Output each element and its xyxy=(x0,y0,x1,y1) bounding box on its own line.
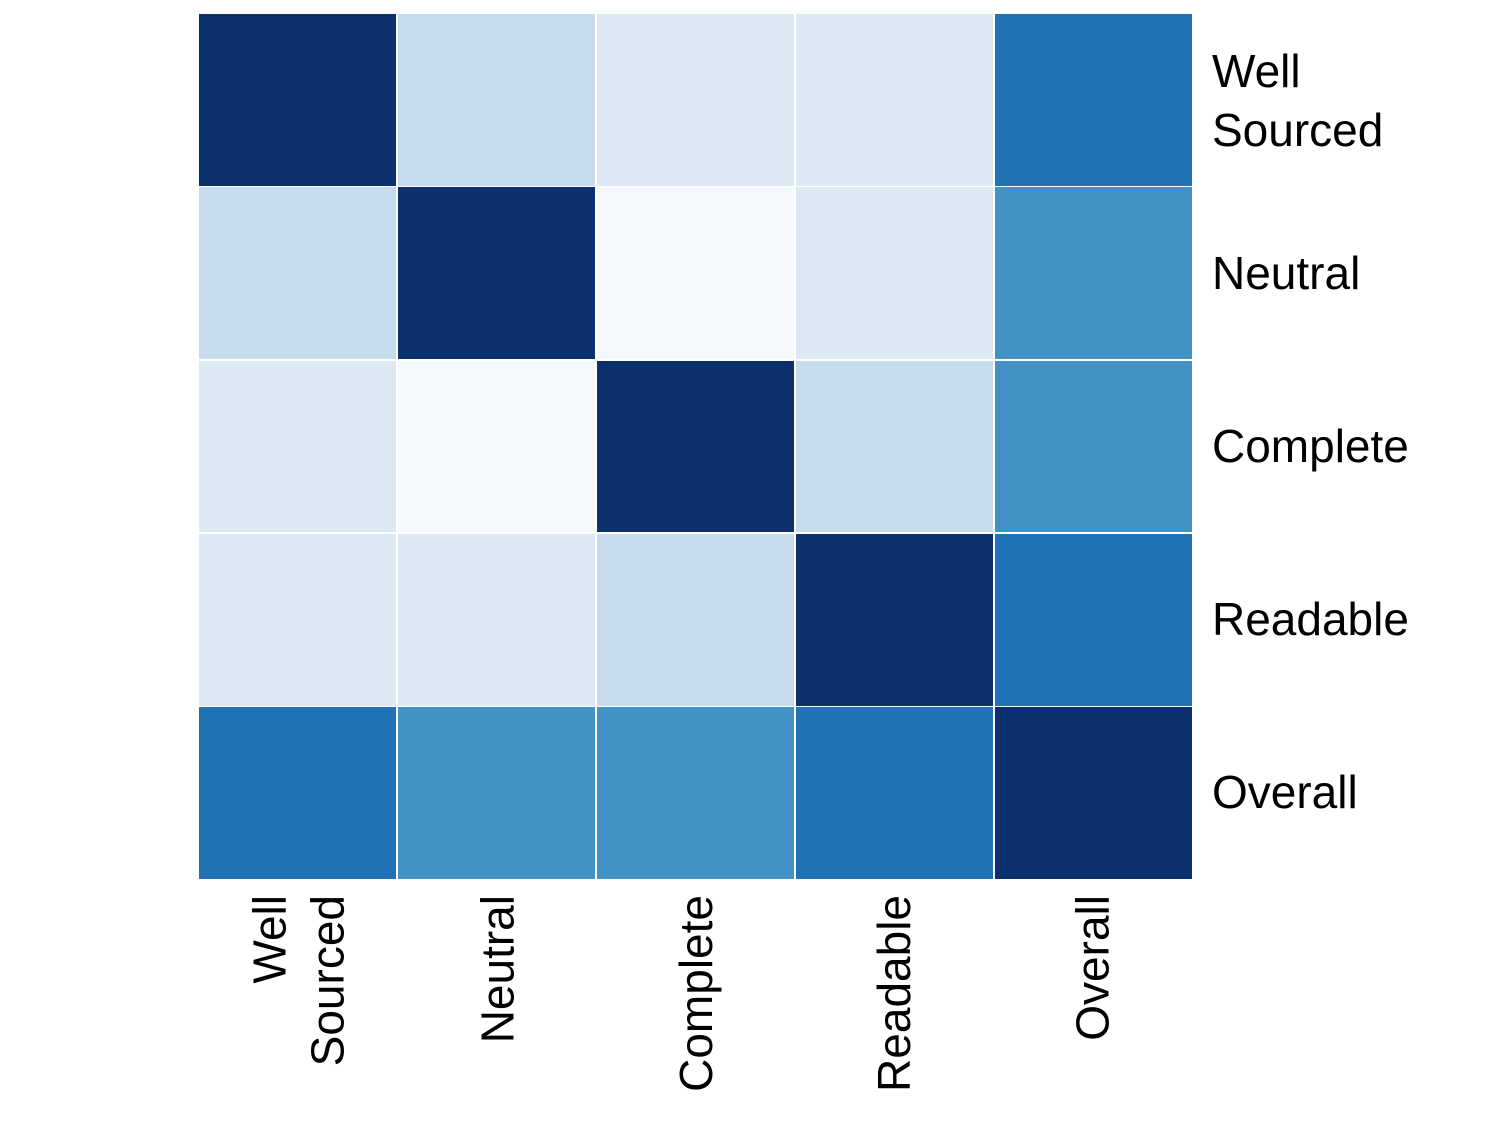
heatmap-cell-r4c0 xyxy=(199,707,397,879)
heatmap-cell-r1c3 xyxy=(795,187,994,360)
y-tick-label-line: Well xyxy=(1212,45,1301,98)
x-tick-label-text: Overall xyxy=(1064,895,1122,1041)
heatmap-cell-r1c0 xyxy=(199,187,397,360)
x-tick-label-text: Complete xyxy=(667,895,725,1092)
heatmap-cell-r3c0 xyxy=(199,533,397,706)
heatmap-cell-r2c3 xyxy=(795,360,994,533)
heatmap-cell-r3c3 xyxy=(795,533,994,706)
heatmap-cell-r0c1 xyxy=(397,14,596,186)
heatmap-cell-r1c2 xyxy=(596,187,795,360)
y-axis-tick-labels: Well Sourced Neutral Complete Readable Overal… xyxy=(1212,14,1496,879)
heatmap-cell-r4c4 xyxy=(994,707,1192,879)
x-tick-label-line: Well xyxy=(243,895,296,984)
heatmap-cell-r1c4 xyxy=(994,187,1192,360)
heatmap-grid xyxy=(199,14,1192,879)
x-tick-label-line: Neutral xyxy=(470,895,523,1044)
x-tick-label-line: Overall xyxy=(1066,895,1119,1041)
heatmap-cell-r2c0 xyxy=(199,360,397,533)
y-tick-label-line: Neutral xyxy=(1212,247,1361,300)
y-tick-label-line: Sourced xyxy=(1212,103,1384,156)
y-tick-label-4: Overall xyxy=(1212,706,1496,879)
x-tick-label-line: Complete xyxy=(669,895,722,1092)
heatmap-cell-r4c3 xyxy=(795,707,994,879)
heatmap-cell-r3c1 xyxy=(397,533,596,706)
heatmap-cell-r4c1 xyxy=(397,707,596,879)
y-tick-label-line: Complete xyxy=(1212,420,1409,473)
heatmap-cell-r3c4 xyxy=(994,533,1192,706)
x-tick-label-text: Readable xyxy=(865,895,923,1092)
heatmap-cell-r0c3 xyxy=(795,14,994,186)
y-tick-label-0: Well Sourced xyxy=(1212,14,1496,187)
heatmap-cell-r0c0 xyxy=(199,14,397,186)
y-tick-label-line: Readable xyxy=(1212,593,1409,646)
x-tick-label-text: Well Sourced xyxy=(240,895,356,1066)
y-tick-label-line: Overall xyxy=(1212,766,1358,819)
heatmap-cell-r4c2 xyxy=(596,707,795,879)
heatmap-cell-r2c2 xyxy=(596,360,795,533)
y-tick-label-1: Neutral xyxy=(1212,187,1496,360)
x-tick-label-text: Neutral xyxy=(468,895,526,1043)
y-tick-label-3: Readable xyxy=(1212,533,1496,706)
heatmap-cell-r0c4 xyxy=(994,14,1192,186)
heatmap-cell-r2c1 xyxy=(397,360,596,533)
heatmap-cell-r0c2 xyxy=(596,14,795,186)
heatmap-cell-r3c2 xyxy=(596,533,795,706)
heatmap-cell-r1c1 xyxy=(397,187,596,360)
y-tick-label-2: Complete xyxy=(1212,360,1496,533)
heatmap-cell-r2c4 xyxy=(994,360,1192,533)
x-tick-label-line: Readable xyxy=(868,895,921,1092)
x-tick-label-line: Sourced xyxy=(301,895,354,1067)
